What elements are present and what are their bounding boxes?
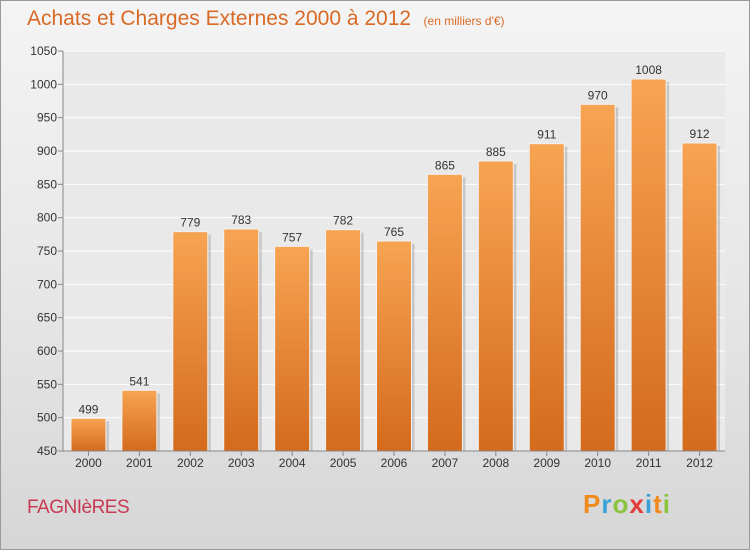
data-label: 1008 <box>635 63 662 77</box>
brand-letter: x <box>629 489 645 519</box>
bar <box>426 173 463 452</box>
y-tick-label: 900 <box>37 144 57 158</box>
y-tick-label: 1050 <box>30 44 57 58</box>
y-tick-label: 950 <box>37 111 57 125</box>
x-tick-label: 2006 <box>381 456 408 470</box>
x-tick-label: 2010 <box>584 456 611 470</box>
data-label: 885 <box>486 145 506 159</box>
data-label: 912 <box>690 127 710 141</box>
data-label: 970 <box>588 88 608 102</box>
x-tick-label: 2001 <box>126 456 153 470</box>
chart-subtitle: (en milliers d'€) <box>423 14 505 28</box>
y-tick-label: 650 <box>37 311 57 325</box>
title-row: Achats et Charges Externes 2000 à 2012 (… <box>27 7 505 31</box>
x-tick-label: 2008 <box>482 456 509 470</box>
y-tick-label: 850 <box>37 177 57 191</box>
bar <box>274 245 311 452</box>
brand-letter: t <box>653 489 663 519</box>
data-label: 782 <box>333 214 353 228</box>
bar <box>223 228 260 452</box>
x-tick-label: 2011 <box>636 456 662 470</box>
brand-letter: i <box>662 489 671 519</box>
x-tick-label: 2003 <box>228 456 255 470</box>
brand-letter: P <box>583 489 602 519</box>
y-tick-label: 1000 <box>30 77 57 91</box>
bar <box>172 231 209 452</box>
bar <box>376 240 412 452</box>
bar <box>579 103 616 452</box>
y-tick-label: 600 <box>37 344 57 358</box>
y-tick-label: 700 <box>37 277 57 291</box>
bar <box>630 78 667 452</box>
x-tick-label: 2005 <box>330 456 357 470</box>
data-label: 911 <box>537 128 556 142</box>
x-tick-label: 2000 <box>75 456 102 470</box>
bar <box>70 417 107 452</box>
bar <box>477 160 514 452</box>
data-label: 779 <box>180 216 200 230</box>
x-tick-label: 2004 <box>279 456 306 470</box>
data-label: 541 <box>129 374 149 388</box>
y-tick-label: 450 <box>37 444 57 458</box>
data-label: 783 <box>231 213 251 227</box>
data-label: 865 <box>435 158 455 172</box>
brand-logo: Proxiti <box>583 489 671 520</box>
x-tick-label: 2007 <box>432 456 459 470</box>
brand-letter: r <box>601 489 613 519</box>
bar <box>528 143 565 452</box>
chart-title: Achats et Charges Externes 2000 à 2012 <box>27 7 412 30</box>
x-tick-label: 2012 <box>686 456 713 470</box>
data-label: 757 <box>282 230 302 244</box>
y-tick-label: 800 <box>37 211 57 225</box>
y-tick-label: 750 <box>37 244 57 258</box>
bar <box>325 229 362 452</box>
bar <box>681 142 718 452</box>
data-label: 499 <box>78 402 98 416</box>
bar <box>121 389 158 452</box>
x-tick-label: 2009 <box>533 456 560 470</box>
commune-name: FAGNIèRES <box>27 497 130 518</box>
y-tick-label: 500 <box>37 411 57 425</box>
data-label: 765 <box>384 225 404 239</box>
brand-letter: i <box>644 489 654 519</box>
y-tick-label: 550 <box>37 377 57 391</box>
brand-letter: o <box>612 489 630 519</box>
x-tick-label: 2002 <box>177 456 204 470</box>
